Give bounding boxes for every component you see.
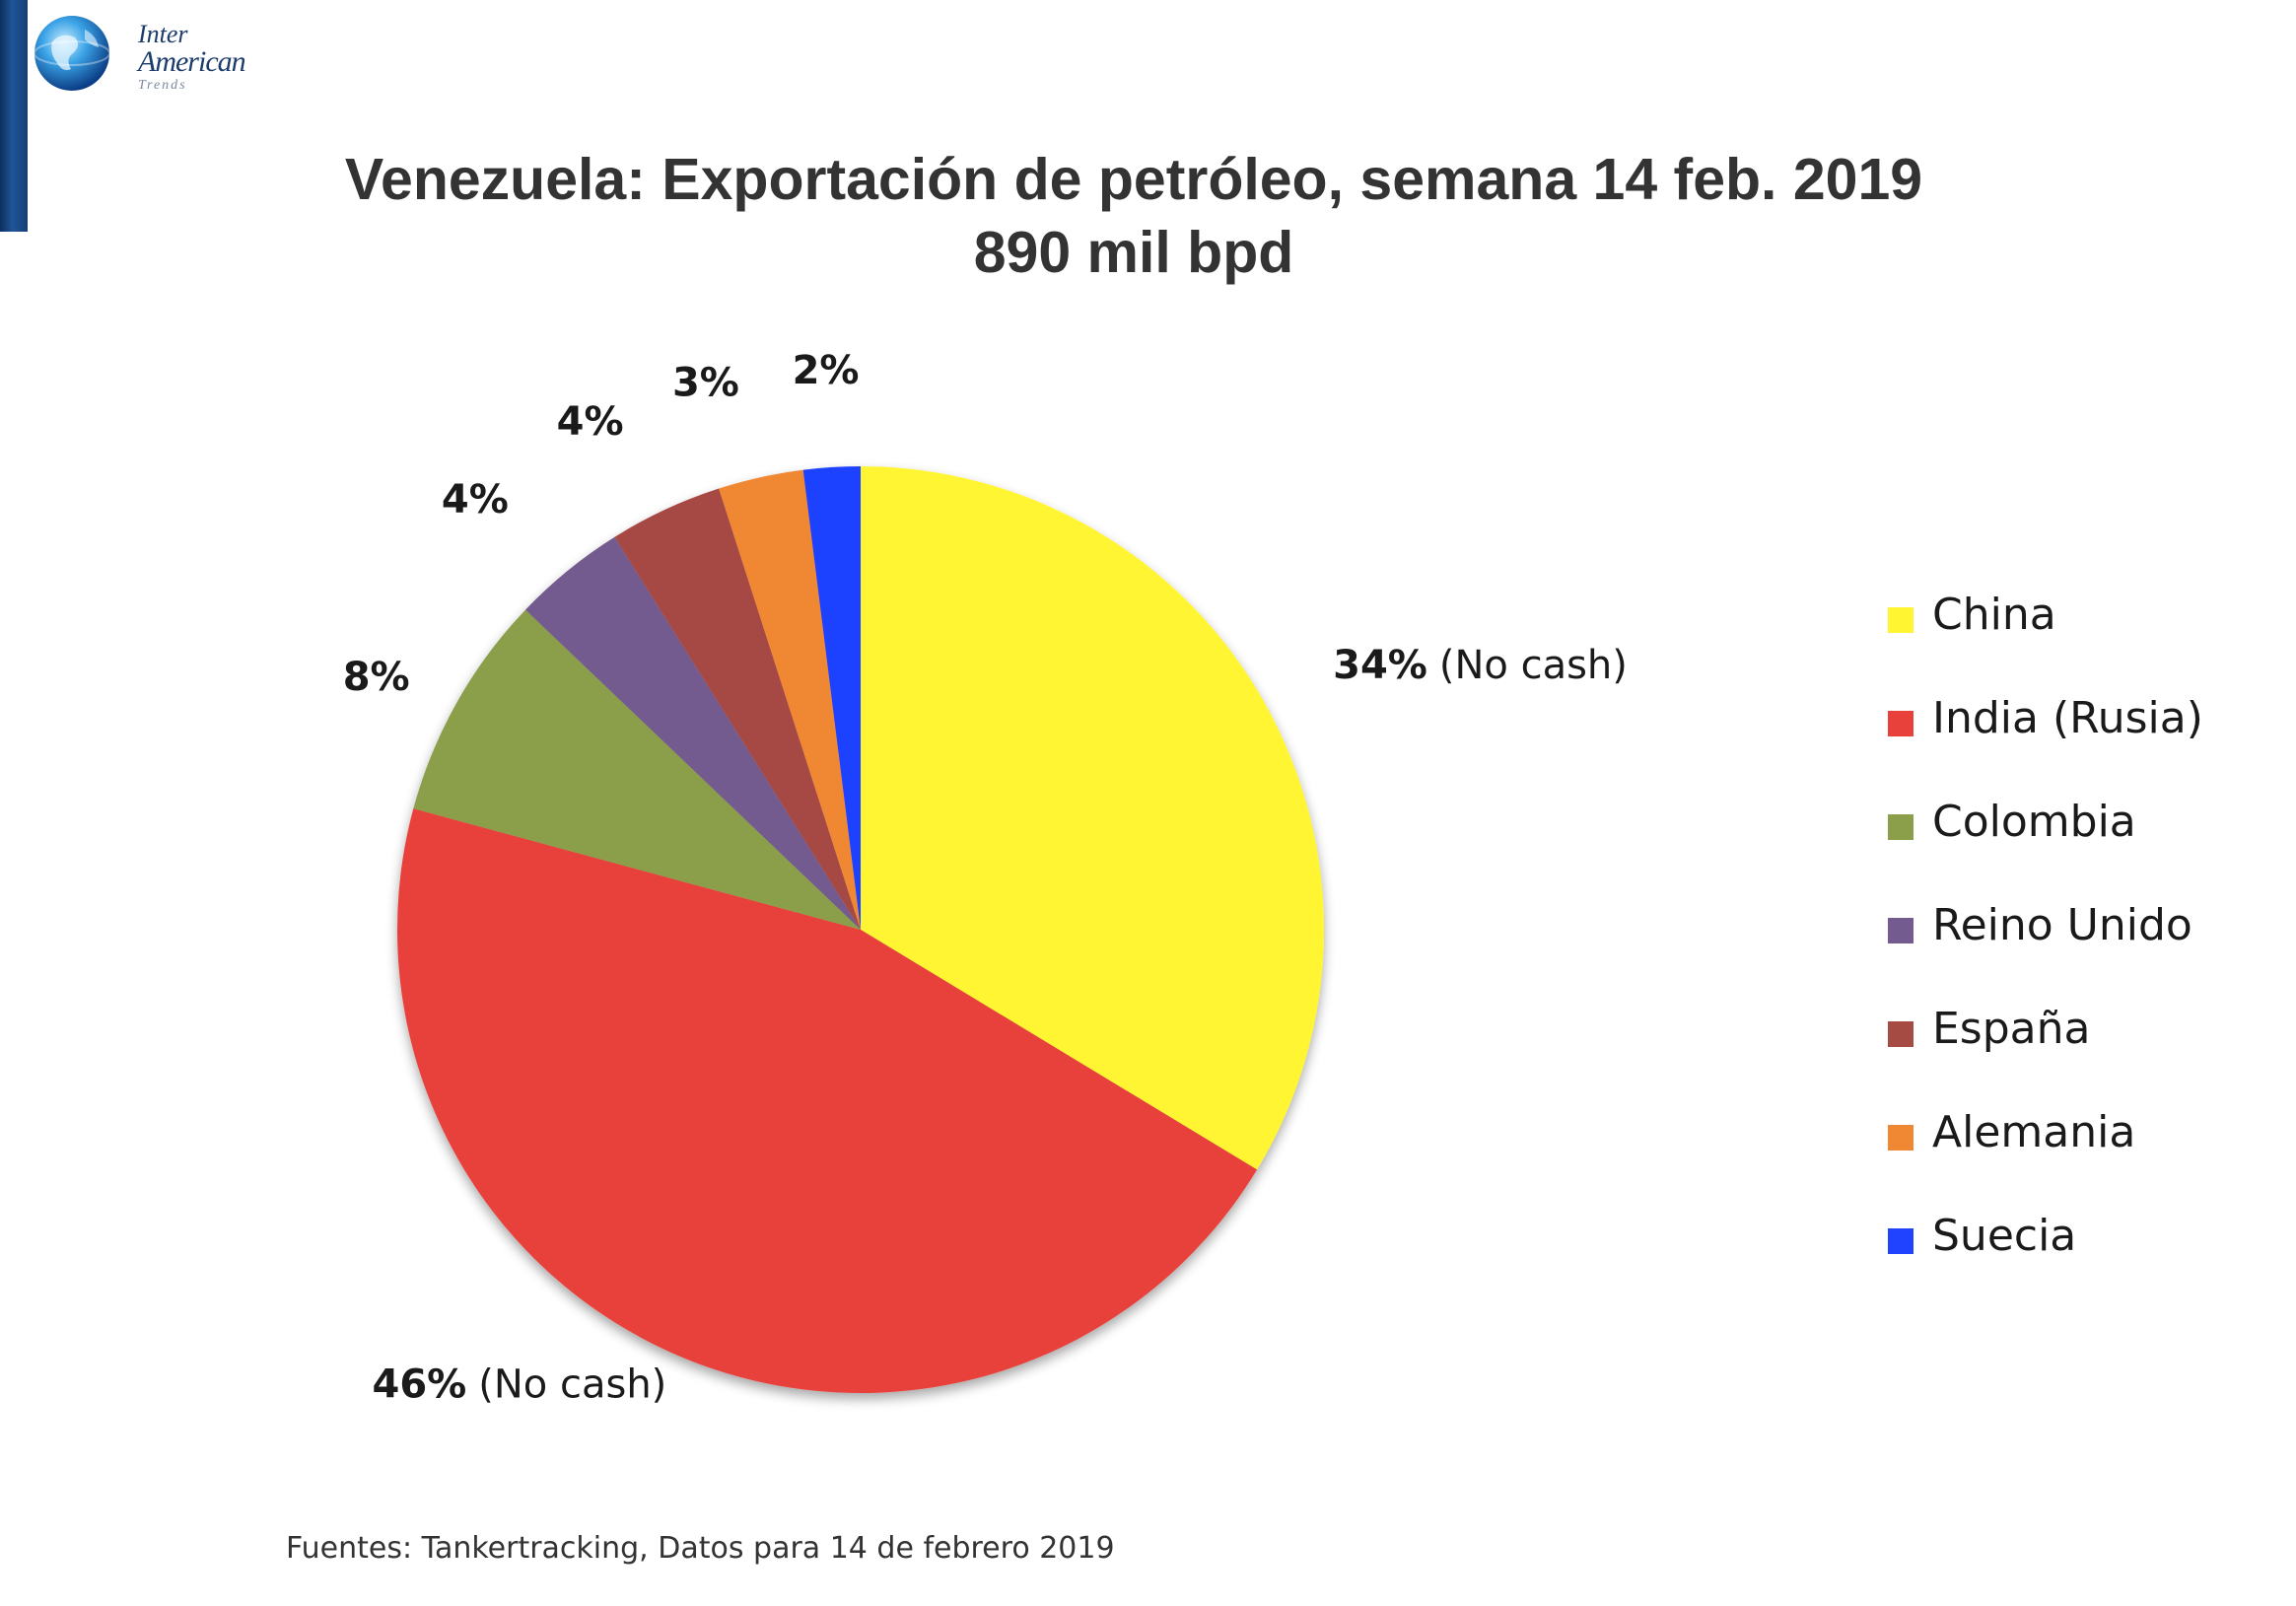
logo-line-inter: Inter: [138, 20, 188, 48]
pie-slice-espana: [614, 488, 861, 930]
legend-swatch: [1888, 711, 1913, 736]
pie-slice-reino-unido: [524, 536, 861, 930]
logo-line-trends: Trends: [138, 78, 187, 93]
pie-slice-india-rusia: [396, 808, 1258, 1393]
legend-swatch: [1888, 1125, 1913, 1151]
legend-label: India (Rusia): [1932, 693, 2203, 743]
legend-label: Reino Unido: [1932, 900, 2192, 950]
legend-label: Colombia: [1932, 797, 2136, 847]
left-accent-bar: [0, 0, 28, 232]
data-label-india-rusia: 46% (No cash): [373, 1362, 667, 1408]
data-label-suecia: 2%: [793, 348, 860, 393]
globe-icon: [34, 16, 110, 91]
logo-wordmark: Inter American Trends: [138, 20, 246, 93]
chart-subtitle: 890 mil bpd: [973, 220, 1294, 285]
pie-slice-colombia: [413, 609, 861, 930]
data-label-alemania: 3%: [672, 360, 739, 405]
legend-swatch: [1888, 814, 1913, 840]
legend-label: Suecia: [1932, 1211, 2077, 1261]
legend-swatch: [1888, 1228, 1913, 1254]
legend-swatch: [1888, 1021, 1913, 1047]
chart-title: Venezuela: Exportación de petróleo, sema…: [344, 147, 1923, 212]
pie-slice-china: [861, 466, 1324, 1170]
data-label-reino-unido: 4%: [442, 477, 509, 523]
pie-slice-suecia: [802, 466, 861, 930]
data-label-china: 34% (No cash): [1333, 643, 1628, 688]
inter-american-trends-logo: Inter American Trends: [28, 12, 246, 96]
legend-label: China: [1932, 590, 2056, 640]
logo-line-american: American: [138, 45, 246, 78]
legend-label: Alemania: [1932, 1107, 2136, 1157]
data-label-espana: 4%: [557, 399, 624, 445]
pie-slice-alemania: [719, 469, 861, 930]
legend-swatch: [1888, 918, 1913, 943]
legend-swatch: [1888, 607, 1913, 633]
pie-slices: [396, 466, 1324, 1393]
source-footnote: Fuentes: Tankertracking, Datos para 14 d…: [286, 1531, 1115, 1566]
data-label-colombia: 8%: [343, 655, 410, 700]
legend-label: España: [1932, 1004, 2091, 1054]
